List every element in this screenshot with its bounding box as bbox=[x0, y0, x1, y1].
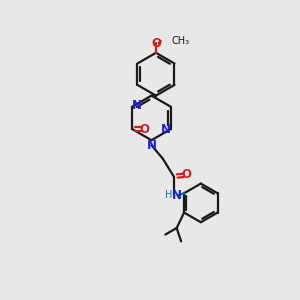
Text: O: O bbox=[140, 122, 150, 136]
Text: N: N bbox=[146, 139, 157, 152]
Text: N: N bbox=[172, 189, 182, 202]
Text: CH₃: CH₃ bbox=[172, 36, 190, 46]
Text: O: O bbox=[151, 37, 161, 50]
Text: N: N bbox=[132, 99, 142, 112]
Text: O: O bbox=[182, 168, 192, 181]
Text: H: H bbox=[165, 190, 172, 200]
Text: N: N bbox=[161, 122, 171, 136]
